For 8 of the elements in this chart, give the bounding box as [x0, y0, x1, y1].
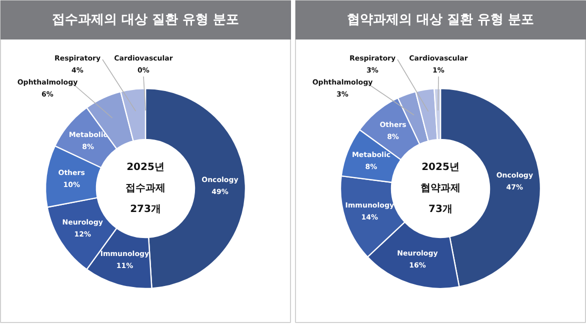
text: 2025년 — [422, 162, 460, 173]
text: 2025년 — [126, 162, 164, 173]
chart-title: 접수과제의 대상 질환 유형 분포 — [52, 12, 240, 28]
text: 273개 — [130, 204, 161, 215]
chart-title: 협약과제의 대상 질환 유형 분포 — [346, 12, 534, 28]
text: 접수과제 — [126, 183, 166, 194]
text: 73개 — [428, 204, 452, 215]
text: 협약과제 — [420, 183, 460, 194]
